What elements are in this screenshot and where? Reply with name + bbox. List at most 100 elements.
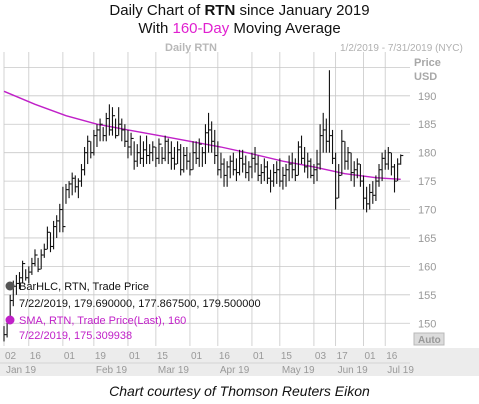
hlc-bar [28, 266, 32, 284]
hlc-bar [170, 141, 174, 170]
chart-title-line1: Daily Chart of RTN since January 2019 [0, 2, 479, 19]
hlc-bar [362, 175, 367, 210]
hlc-bar [226, 161, 230, 187]
hlc-bar [133, 141, 137, 170]
hlc-bar [220, 152, 224, 179]
hlc-bar [390, 152, 395, 176]
hlc-bar [350, 152, 354, 182]
hlc-bar [173, 146, 178, 170]
hlc-bar [307, 152, 311, 179]
hlc-bar [3, 326, 7, 342]
y-tick-label: 180 [418, 148, 436, 160]
hlc-bar [164, 135, 168, 162]
hlc-bar [232, 152, 236, 176]
y-axis-ticks: 150 155 160 165 170 175 180 185 190 [418, 91, 436, 330]
hlc-bar [300, 135, 305, 165]
hlc-bar [25, 269, 29, 281]
hlc-bar [238, 149, 243, 176]
bar-series-icon [5, 281, 15, 291]
hlc-bar [74, 175, 78, 193]
hlc-bar [257, 155, 261, 182]
hlc-bar [37, 257, 41, 273]
autoscale-button[interactable] [413, 332, 445, 346]
x-day-tick: 01 [191, 351, 203, 362]
subtitle-suffix: Moving Average [229, 20, 341, 37]
hlc-bar [269, 169, 274, 193]
hlc-bar [366, 186, 370, 213]
y-tick-label: 150 [418, 318, 436, 330]
hlc-bar [22, 260, 26, 284]
hlc-bar [161, 146, 165, 165]
hlc-bar [180, 144, 184, 176]
hlc-bar [186, 146, 190, 170]
hlc-bar [356, 158, 360, 179]
title-ticker: RTN [204, 2, 236, 19]
x-day-tick: 19 [95, 351, 107, 362]
hlc-bar [111, 107, 116, 136]
hlc-bar [77, 178, 81, 199]
hlc-bar [43, 243, 47, 258]
hlc-bar [381, 152, 385, 182]
hlc-bar [68, 181, 72, 199]
y-tick-label: 190 [418, 91, 436, 103]
x-day-tick: 16 [30, 351, 42, 362]
chart-caption: Chart courtesy of Thomson Reuters Eikon [109, 383, 370, 399]
y-tick-label: 170 [418, 205, 436, 217]
hlc-bar [313, 164, 317, 184]
hlc-bar [15, 274, 19, 295]
hlc-bar [294, 158, 298, 182]
x-month-label: Mar 19 [158, 365, 190, 376]
currency-axis-label: USD [414, 71, 437, 83]
x-day-tick: 17 [337, 351, 349, 362]
x-day-tick: 01 [365, 351, 377, 362]
hlc-bar [285, 164, 289, 187]
hlc-bar [223, 158, 227, 187]
hlc-bar [393, 164, 398, 193]
hlc-bar [90, 141, 94, 159]
x-day-tick: 03 [315, 351, 327, 362]
x-day-tick: 15 [157, 351, 169, 362]
x-month-label: Feb 19 [96, 365, 128, 376]
hlc-bar [130, 132, 134, 156]
autoscale-label: Auto [418, 335, 441, 346]
hlc-bar [276, 161, 280, 184]
hlc-bar [217, 141, 221, 176]
hlc-bar [56, 215, 60, 238]
legend-sma-series: SMA, RTN, Trade Price(Last), 160 [19, 315, 186, 327]
x-day-tick: 01 [129, 351, 141, 362]
hlc-bar [49, 232, 54, 253]
hlc-bar [158, 138, 162, 165]
hlc-bar [201, 146, 205, 167]
hlc-bar [310, 158, 314, 179]
hlc-bar [59, 203, 63, 233]
hlc-bar [325, 118, 329, 153]
date-range-label: 1/2/2019 - 7/31/2019 (NYC) [340, 43, 463, 54]
hlc-bar [204, 124, 209, 165]
hlc-bar [121, 118, 125, 142]
hlc-bar [304, 146, 308, 173]
x-day-tick: 16 [219, 351, 231, 362]
hlc-bar [102, 127, 106, 142]
hlc-bar [375, 175, 379, 201]
hlc-bar [328, 70, 333, 153]
hlc-bar [242, 149, 246, 173]
hlc-bar [369, 183, 373, 210]
hlc-bar [387, 146, 391, 170]
hlc-bar [99, 118, 103, 142]
hlc-bar [251, 152, 255, 179]
hlc-bar [211, 121, 215, 153]
hlc-bar [288, 155, 292, 182]
y-tick-label: 175 [418, 176, 436, 188]
legend-sma-values: 7/22/2019, 175.309938 [19, 330, 132, 342]
x-month-label: Jul 19 [387, 365, 414, 376]
hlc-bar [245, 155, 249, 179]
x-day-tick: 16 [386, 351, 398, 362]
hlc-bar [297, 141, 302, 176]
hlc-bar [146, 135, 150, 165]
hlc-bar [397, 158, 401, 182]
x-month-label: Apr 19 [220, 365, 250, 376]
sma-series-icon [5, 315, 15, 325]
hlc-bar [254, 146, 258, 173]
x-month-label: May 19 [282, 365, 315, 376]
hlc-bar [108, 104, 112, 136]
